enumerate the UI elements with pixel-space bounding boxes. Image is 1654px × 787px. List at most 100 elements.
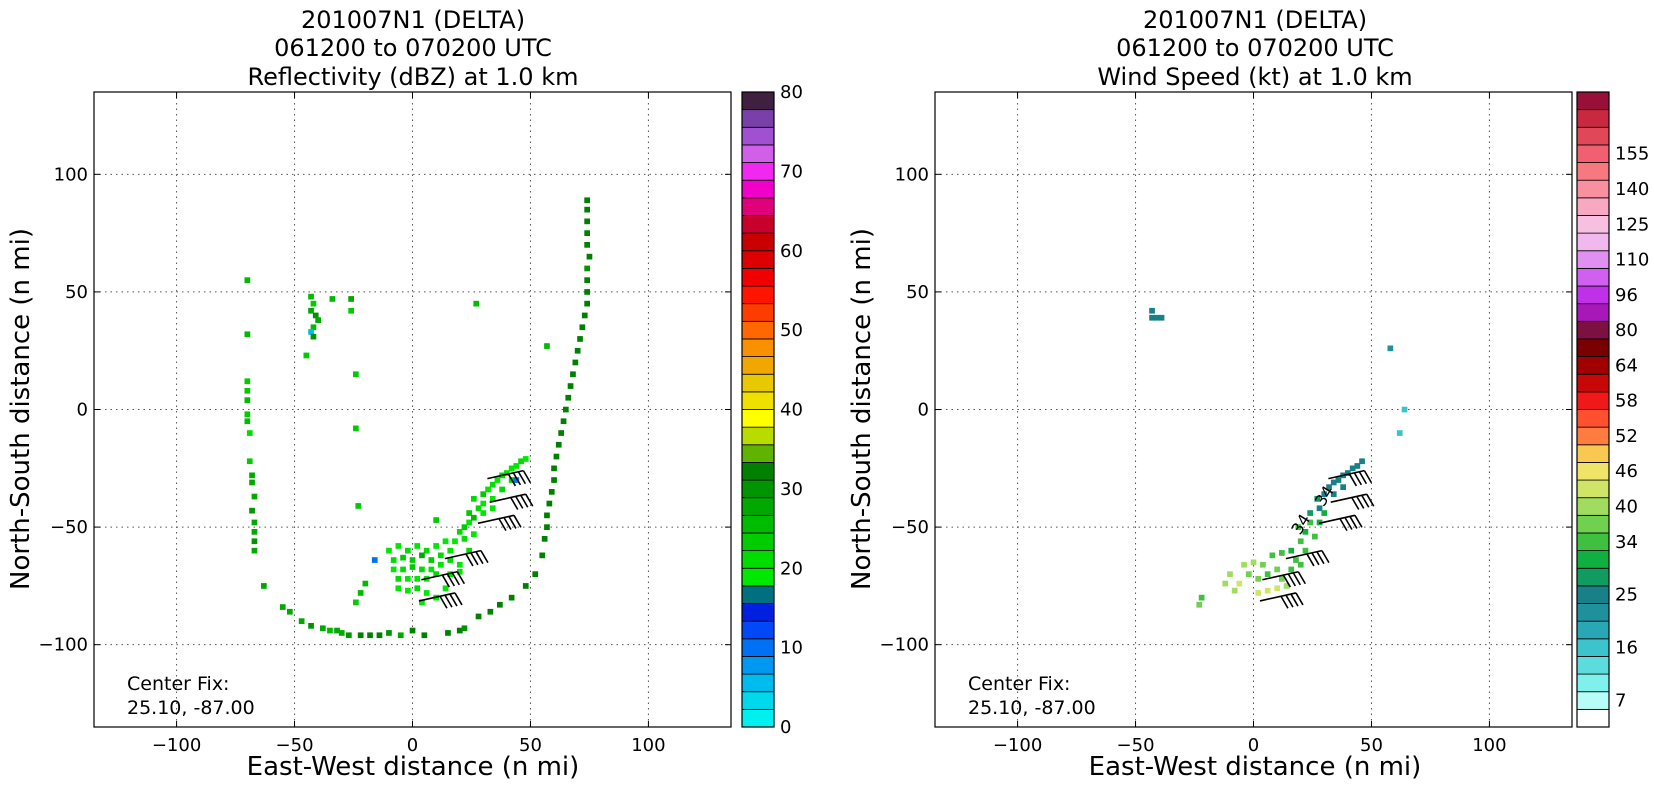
data-cell (419, 599, 425, 606)
data-cell (1279, 576, 1285, 582)
colorbar-tick-label: 50 (780, 320, 803, 341)
colorbar-tick-label: 110 (1615, 250, 1649, 271)
y-tick-label: −50 (891, 517, 929, 538)
data-cell (334, 627, 340, 634)
colorbar-segment (1576, 708, 1610, 728)
y-axis-label: North-South distance (n mi) (6, 228, 36, 590)
data-cell (244, 378, 251, 385)
data-cell (489, 496, 496, 502)
colorbar-tick-label: 0 (780, 717, 791, 738)
data-cell (421, 632, 428, 639)
data-cell (409, 557, 416, 563)
colorbar-tick-label: 52 (1615, 426, 1638, 447)
data-cell (579, 324, 586, 331)
data-cell (532, 571, 539, 577)
data-cell (456, 561, 463, 568)
data-cell (244, 411, 251, 418)
wind-barb (1259, 592, 1304, 609)
data-cell (327, 627, 333, 634)
y-tick-label: 50 (65, 282, 88, 303)
colorbar-segment (1576, 91, 1610, 111)
data-cell (249, 479, 255, 486)
data-cell (397, 632, 404, 639)
data-cell (244, 387, 251, 394)
data-cell (461, 524, 468, 530)
data-cell (251, 493, 258, 500)
data-cell (353, 599, 359, 606)
colorbar-segment (741, 285, 775, 305)
data-cell (1198, 594, 1205, 601)
data-cell (1330, 491, 1337, 497)
data-cell (438, 552, 444, 559)
data-cell (1288, 566, 1295, 573)
colorbar-segment (1576, 267, 1610, 287)
colorbar-segment (1576, 620, 1610, 640)
data-cell (320, 625, 326, 632)
data-cell (475, 505, 482, 512)
contour-label: 34 (1311, 482, 1338, 509)
grid (935, 92, 1572, 727)
colorbar-segment (1576, 550, 1610, 569)
data-cell (1283, 583, 1290, 589)
data-cell (414, 543, 421, 549)
data-cell (480, 491, 487, 497)
data-cell (1330, 479, 1337, 486)
axis-ticks: −100 −50 0 50 100 −100 −50 0 50 100 (39, 92, 731, 756)
wind-barb (1328, 469, 1373, 487)
wind-barb (444, 549, 489, 567)
colorbar-segment (741, 409, 775, 428)
colorbar-segment (1576, 144, 1610, 163)
data-cell (1246, 571, 1252, 577)
data-cell (577, 336, 583, 342)
data-cell (400, 554, 406, 561)
colorbar-tick-label: 70 (780, 161, 803, 182)
data-cell (1279, 550, 1285, 556)
data-cell (308, 329, 314, 335)
colorbar-segment (741, 303, 775, 322)
data-cell (1349, 465, 1356, 472)
colorbar-tick-label: 155 (1615, 144, 1649, 165)
data-cell (362, 580, 369, 587)
data-cell (405, 576, 411, 582)
data-cell (1293, 557, 1299, 563)
data-cell (456, 529, 463, 535)
wind-barb (489, 493, 534, 510)
colorbar-segment (741, 162, 775, 181)
data-cell (508, 465, 515, 472)
data-cell (522, 583, 529, 589)
center-fix-value: 25.10, -87.00 (968, 697, 1096, 719)
data-cell (405, 547, 411, 554)
y-tick-label: 100 (895, 164, 929, 185)
data-cell (546, 500, 553, 507)
wind-barb (1285, 549, 1330, 567)
colorbar-segment (1576, 409, 1610, 428)
data-cell (261, 583, 267, 589)
panel-title-line-2: 061200 to 070200 UTC (274, 34, 552, 62)
data-cell (308, 293, 314, 300)
colorbar-segment (741, 479, 775, 499)
data-cell (1321, 491, 1328, 497)
data-cell (456, 627, 463, 634)
colorbar-segment (1576, 514, 1610, 534)
wind-barb (477, 514, 522, 532)
x-tick-label: −100 (993, 735, 1042, 756)
data-cell (548, 489, 555, 495)
data-cell (1321, 510, 1328, 516)
data-cell (1297, 538, 1304, 545)
x-tick-label: 100 (1472, 735, 1506, 756)
colorbar-segment (1576, 338, 1610, 357)
y-tick-label: −100 (39, 635, 88, 656)
data-cell (565, 394, 572, 401)
colorbar-segment (741, 144, 775, 163)
data-cell (1227, 571, 1233, 577)
data-cell (1255, 590, 1262, 596)
colorbar: 0 10 20 30 40 50 60 70 80 (741, 82, 803, 738)
data-cell (466, 547, 472, 554)
colorbar-segment (741, 462, 775, 481)
data-cell (308, 307, 314, 314)
colorbar-segment (741, 444, 775, 463)
data-cell (584, 277, 590, 283)
data-cell (485, 486, 491, 493)
colorbar-segment (741, 620, 775, 640)
data-cell (522, 456, 529, 462)
